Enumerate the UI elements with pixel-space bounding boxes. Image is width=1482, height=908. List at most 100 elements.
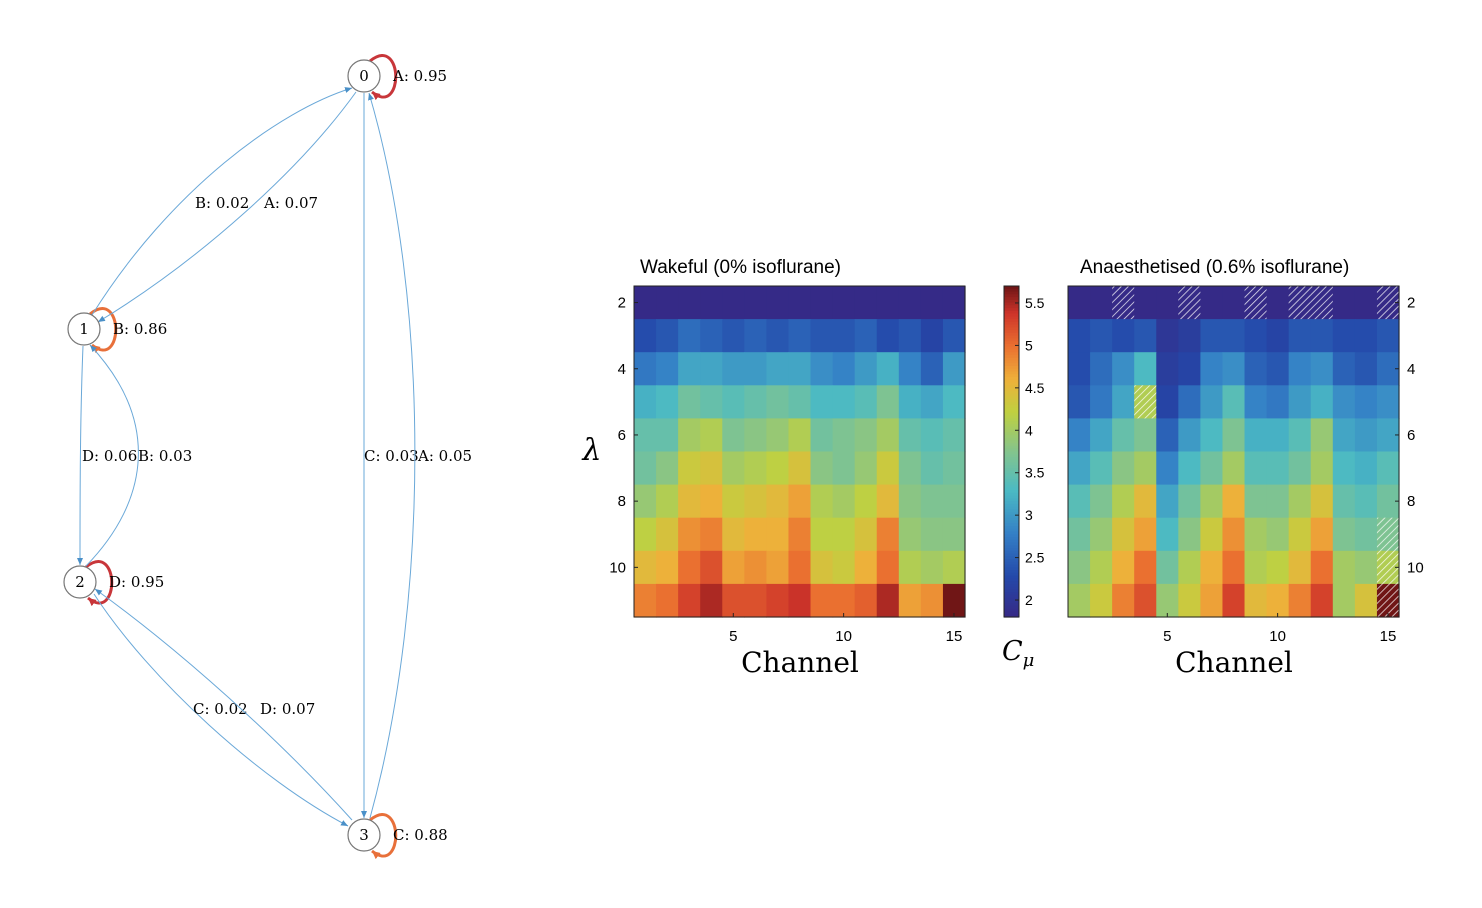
heatmap-cell	[1112, 451, 1135, 486]
heatmap-cell	[722, 352, 745, 386]
heatmap-cell	[1156, 319, 1179, 353]
colorbar-slice	[1004, 294, 1019, 298]
heatmap-cell	[744, 418, 767, 453]
colorbar-slice	[1004, 589, 1019, 593]
hatched-cell	[1178, 286, 1201, 320]
heatmap-cell	[898, 484, 922, 519]
heatmap-cell	[898, 352, 922, 386]
heatmap-cell	[722, 418, 745, 453]
heatmap-cell	[854, 352, 878, 386]
heatmap-cell	[722, 319, 745, 353]
heatmap-cell	[700, 451, 723, 486]
colorbar-tick-label: 5.5	[1025, 295, 1045, 311]
colorbar-slice	[1004, 440, 1019, 444]
colorbar-slice	[1004, 498, 1019, 502]
heatmap-cell	[656, 550, 679, 585]
colorbar-slice	[1004, 401, 1019, 406]
colorbar-slice	[1004, 393, 1019, 397]
heatmap-cell	[1178, 319, 1201, 353]
heatmap-cell	[634, 550, 657, 585]
heatmap-cell	[678, 286, 701, 320]
colorbar-slice	[1004, 316, 1019, 320]
heatmap-cell	[876, 550, 900, 585]
heatmap-cell	[1200, 484, 1224, 519]
state-node-label: 1	[79, 320, 89, 338]
heatmap-cell	[1068, 352, 1091, 386]
heatmap-cell	[1354, 352, 1378, 386]
heatmap-cell	[744, 286, 767, 320]
heatmap-cell	[1134, 319, 1157, 353]
heatmap-cell	[1178, 550, 1201, 585]
self-loop-edge	[85, 560, 114, 607]
edge-label: C: 0.03	[364, 447, 419, 465]
colorbar-slice	[1004, 335, 1019, 340]
colorbar-slice	[1004, 561, 1019, 566]
heatmap-cell	[634, 451, 657, 486]
colorbar-slice	[1004, 349, 1019, 353]
colorbar-slice	[1004, 614, 1019, 618]
heatmap-cell	[1178, 385, 1201, 419]
heatmap-cell	[1200, 451, 1224, 486]
heatmap-cell	[1112, 385, 1135, 419]
heatmap-cell	[1200, 418, 1224, 453]
colorbar-slice	[1004, 443, 1019, 447]
colorbar-slice	[1004, 581, 1019, 585]
heatmap-cell	[1200, 286, 1224, 320]
state-node	[347, 59, 381, 93]
heatmap-cell	[788, 451, 812, 486]
heatmap-cell	[876, 385, 900, 419]
transition-edge	[85, 344, 139, 567]
colorbar-slice	[1004, 434, 1019, 439]
heatmap-cell	[1068, 550, 1091, 585]
heatmap-cell	[1112, 517, 1135, 552]
heatmap-cell	[1156, 583, 1179, 618]
heatmap-cell	[1156, 451, 1179, 486]
heatmap-cell	[920, 352, 944, 386]
colorbar-slice	[1004, 332, 1019, 337]
colorbar-slice	[1004, 382, 1019, 386]
heatmap-cell	[744, 451, 767, 486]
colorbar-slice	[1004, 528, 1019, 533]
colorbar-tick-label: 3	[1025, 507, 1033, 523]
heatmap-cell	[1354, 550, 1378, 585]
heatmap-cell	[1156, 517, 1179, 552]
x-tick-label: 10	[1269, 628, 1286, 645]
heatmap-cell	[1090, 517, 1113, 552]
edge-label: B: 0.86	[113, 320, 167, 338]
colorbar-slice	[1004, 600, 1019, 604]
heatmap-cell	[810, 418, 834, 453]
heatmap-cell	[1244, 418, 1268, 453]
heatmap-cell	[832, 484, 856, 519]
heatmap-cell	[766, 319, 790, 353]
hatched-cell	[1112, 286, 1135, 320]
heatmap-cell	[898, 583, 922, 618]
colorbar-slice	[1004, 404, 1019, 408]
colorbar-slice	[1004, 399, 1019, 403]
heatmap-cell	[722, 385, 745, 419]
heatmap-cell	[656, 286, 679, 320]
x-tick-label: 5	[729, 628, 737, 645]
heatmap-cell	[744, 319, 767, 353]
edge-label: C: 0.02	[193, 700, 248, 718]
colorbar-slice	[1004, 432, 1019, 436]
colorbar-slice	[1004, 509, 1019, 513]
heatmap-cell	[1200, 352, 1224, 386]
colorbar-slice	[1004, 368, 1019, 373]
heatmap-cell	[942, 418, 966, 453]
colorbar-slice	[1004, 459, 1019, 464]
heatmap-cell	[1222, 319, 1246, 353]
hatched-cell	[1310, 286, 1333, 320]
colorbar-slice	[1004, 288, 1019, 293]
colorbar-slice	[1004, 407, 1019, 411]
colorbar-slice	[1004, 525, 1019, 530]
heatmap-cell	[1288, 517, 1312, 552]
colorbar-slice	[1004, 410, 1019, 414]
heatmap-cell	[1112, 352, 1135, 386]
heatmap-cell	[1332, 286, 1356, 320]
heatmap-cell	[810, 484, 834, 519]
heatmap-cell	[1200, 550, 1224, 585]
colorbar-slice	[1004, 545, 1019, 549]
colorbar-slice	[1004, 481, 1019, 486]
heatmap-cell	[788, 352, 812, 386]
